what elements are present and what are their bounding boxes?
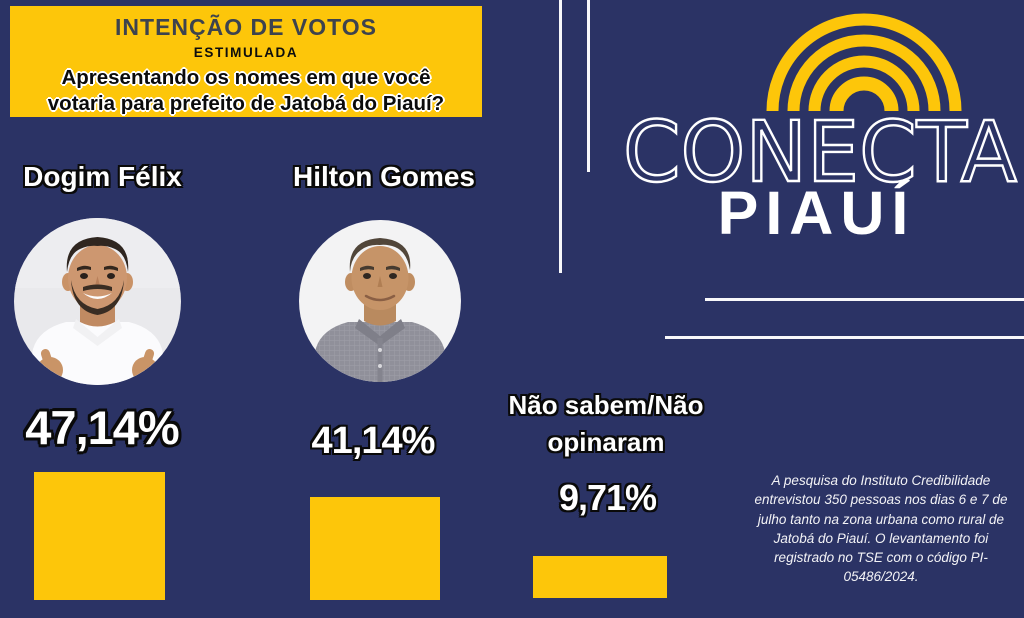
footnote-line: Jatobá do Piauí. O levantamento foi xyxy=(773,530,989,546)
candidate-name-hilton-gomes: Hilton Gomes xyxy=(292,161,475,192)
footnote-line: A pesquisa do Instituto Credibilidade xyxy=(771,473,991,488)
candidate-percent-dogim-felix: 47,14% xyxy=(25,401,179,454)
logo-divider-line-2 xyxy=(665,336,1024,339)
logo-conecta-text: CONECTA xyxy=(622,110,1018,192)
logo-divider-line-1 xyxy=(705,298,1024,301)
logo-piaui-text: PIAUÍ xyxy=(717,179,916,247)
poll-question-line-2: votaria para prefeito de Jatobá do Piauí… xyxy=(47,92,445,116)
undecided-label-line-1: Não sabem/Não xyxy=(508,390,704,420)
poll-question-line-1: Apresentando os nomes em que você xyxy=(61,66,431,89)
undecided-percent: 9,71% xyxy=(558,477,657,518)
poll-header-box: INTENÇÃO DE VOTOS ESTIMULADA Apresentand… xyxy=(10,6,482,117)
vote-bar-undecided xyxy=(533,556,667,598)
methodology-footnote: A pesquisa do Instituto Credibilidade en… xyxy=(740,471,1022,587)
logo-vertical-line-2 xyxy=(587,0,590,172)
candidate-photo-hilton-gomes xyxy=(299,220,461,382)
footnote-line: julho tanto na zona urbana como rural de xyxy=(757,511,1005,527)
logo-conecta-label: CONECTA xyxy=(623,110,1017,192)
footnote-line: registrado no TSE com o código PI- xyxy=(774,550,988,566)
poll-subtitle: ESTIMULADA xyxy=(193,45,299,60)
footnote-line: 05486/2024. xyxy=(843,569,919,585)
poll-title: INTENÇÃO DE VOTOS xyxy=(115,14,377,40)
candidate-name-dogim-felix: Dogim Félix xyxy=(23,161,182,192)
footnote-line: entrevistou 350 pessoas nos dias 6 e 7 d… xyxy=(754,492,1008,508)
candidate-percent-hilton-gomes: 41,14% xyxy=(311,420,436,462)
undecided-label-line-2: opinaram xyxy=(547,426,665,457)
vote-bar-dogim-felix xyxy=(34,472,165,600)
candidate-photo-dogim-felix xyxy=(14,218,181,385)
conecta-arcs-icon xyxy=(766,13,962,111)
logo-vertical-line-1 xyxy=(559,0,562,273)
vote-bar-hilton-gomes xyxy=(310,497,440,600)
